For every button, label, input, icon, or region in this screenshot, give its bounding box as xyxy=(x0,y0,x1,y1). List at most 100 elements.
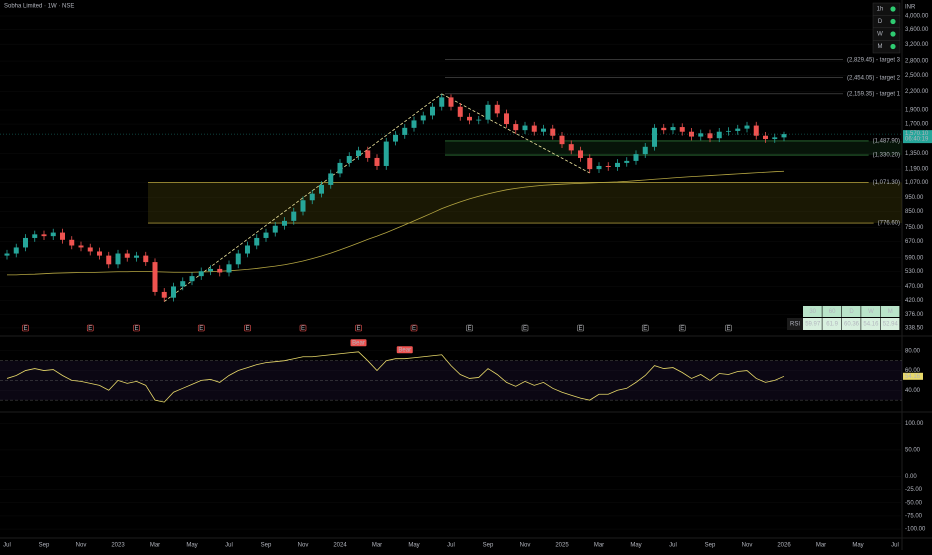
candle-body xyxy=(124,253,130,258)
candle-body xyxy=(457,106,463,117)
candle-body xyxy=(439,97,445,107)
y-tick-label: 1,070.00 xyxy=(905,180,929,186)
event-marker: E xyxy=(521,324,529,332)
candle-body xyxy=(513,124,519,131)
candle-body xyxy=(115,253,121,265)
candle-body xyxy=(615,162,620,168)
y-tick-label: 40.00 xyxy=(905,388,921,394)
y-tick-label: 80.00 xyxy=(905,348,921,354)
table-header-cell xyxy=(803,306,822,317)
candle-body xyxy=(652,127,657,147)
candle-body xyxy=(208,268,213,272)
event-marker: E xyxy=(725,324,732,332)
candle-body xyxy=(531,125,537,132)
candle-body xyxy=(467,116,472,121)
candle-body xyxy=(272,225,278,233)
y-tick-label: 2,200.00 xyxy=(905,89,929,95)
candle-body xyxy=(781,134,787,138)
candle-body xyxy=(217,268,223,273)
moving-average xyxy=(7,170,785,276)
candle-body xyxy=(254,237,260,246)
candle-body xyxy=(476,119,482,121)
signal-label: Bear xyxy=(352,340,365,346)
candle-body xyxy=(420,115,426,121)
x-tick-label: 2024 xyxy=(333,543,347,549)
candle-body xyxy=(32,234,38,238)
event-marker: E xyxy=(22,324,29,332)
candle-body xyxy=(716,131,722,139)
timeframe-label: D xyxy=(878,19,883,25)
candle-body xyxy=(679,127,685,132)
zone xyxy=(148,182,902,224)
event-label: E xyxy=(412,326,416,332)
candle-body xyxy=(263,232,269,238)
event-marker: E xyxy=(410,324,418,332)
y-tick-label: 3,200.00 xyxy=(905,42,929,48)
table-value-cell xyxy=(803,318,822,330)
table-header-cell xyxy=(841,306,861,317)
level-label: (1,487.90) xyxy=(873,138,900,144)
candle-body xyxy=(87,247,93,252)
event-marker: E xyxy=(641,324,649,332)
y-tick-label: 950.00 xyxy=(905,195,924,201)
event-label: E xyxy=(578,326,582,332)
candle-body xyxy=(402,127,408,135)
candle-body xyxy=(707,133,713,139)
event-label: E xyxy=(467,326,471,332)
candle-body xyxy=(726,130,731,132)
y-tick-label: 376.00 xyxy=(905,312,924,318)
level-label: (2,454.05) - target 2 xyxy=(847,75,901,81)
x-tick-label: 2025 xyxy=(555,543,569,549)
x-tick-label: Sep xyxy=(261,543,272,549)
y-tick-label: -50.00 xyxy=(905,500,923,506)
y-tick-label: 1,700.00 xyxy=(905,122,929,128)
event-box xyxy=(725,324,732,332)
candle-body xyxy=(69,239,75,246)
x-tick-label: Mar xyxy=(150,543,160,549)
table-header: 30 xyxy=(809,309,816,315)
candle-body xyxy=(753,125,759,136)
x-tick-label: 2026 xyxy=(777,543,791,549)
event-label: E xyxy=(523,326,527,332)
candle-body xyxy=(661,127,667,131)
zone xyxy=(445,140,902,156)
event-marker: E xyxy=(133,324,140,332)
table-value: 60.36 xyxy=(844,322,860,328)
currency-label: INR xyxy=(905,5,916,11)
candle-body xyxy=(291,211,297,221)
x-tick-label: Mar xyxy=(372,543,382,549)
candle-body xyxy=(642,146,648,155)
event-box xyxy=(299,324,307,332)
candle-body xyxy=(106,255,112,265)
candle-body xyxy=(541,128,546,132)
candle-body xyxy=(504,113,509,125)
table-rowlabel-cell xyxy=(787,318,803,330)
event-label: E xyxy=(134,326,138,332)
table-value-cell xyxy=(880,318,900,330)
x-tick-label: Sep xyxy=(483,543,494,549)
candle-body xyxy=(670,127,676,131)
event-marker: E xyxy=(299,324,307,332)
candle-body xyxy=(245,245,250,254)
table-value: 52.94 xyxy=(883,322,899,328)
candle-body xyxy=(337,162,343,174)
x-tick-label: Nov xyxy=(76,543,87,549)
x-tick-label: Jul xyxy=(3,543,11,549)
last-price-box xyxy=(903,130,932,144)
event-box xyxy=(410,324,418,332)
candle-body xyxy=(143,255,149,263)
x-tick-label: May xyxy=(186,543,197,549)
x-tick-label: Jul xyxy=(225,543,233,549)
candle-body xyxy=(198,271,204,277)
table-value-cell xyxy=(822,318,842,330)
candle-body xyxy=(13,247,19,254)
candle-body xyxy=(772,137,778,140)
candle-body xyxy=(578,150,583,158)
level-label: (2,829.45) - target 3 xyxy=(847,57,901,63)
y-tick-label: 338.50 xyxy=(905,325,924,331)
x-tick-label: Jul xyxy=(891,543,899,549)
candle-body xyxy=(300,200,306,212)
signal-box xyxy=(350,339,367,347)
